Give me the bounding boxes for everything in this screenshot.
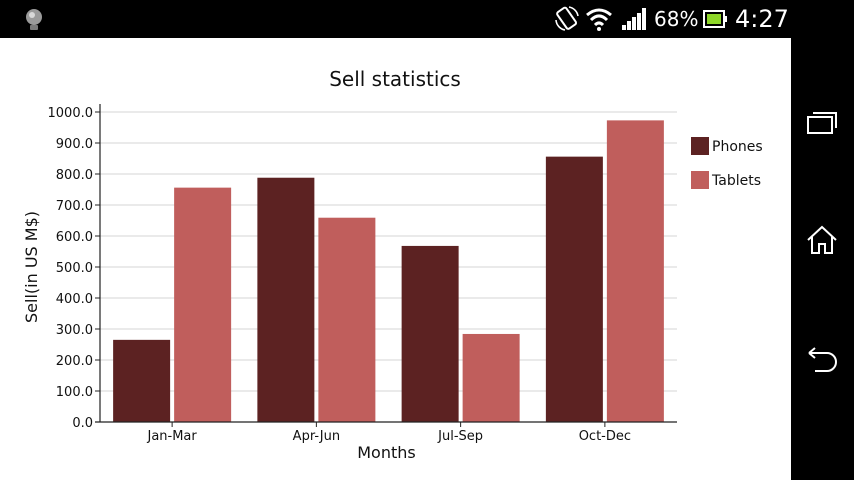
chart-title: Sell statistics bbox=[329, 67, 461, 91]
notification-bulb-icon[interactable] bbox=[22, 7, 46, 33]
y-tick-label: 0.0 bbox=[72, 416, 93, 431]
bar-phones-jul-sep bbox=[401, 245, 459, 422]
y-tick-label: 100.0 bbox=[56, 385, 93, 400]
x-tick-label: Oct-Dec bbox=[579, 429, 631, 444]
y-tick-label: 700.0 bbox=[56, 199, 93, 214]
legend-swatch-tablets bbox=[691, 171, 709, 189]
back-icon[interactable] bbox=[805, 345, 839, 379]
home-icon[interactable] bbox=[805, 223, 839, 257]
legend-swatch-phones bbox=[691, 137, 709, 155]
bar-tablets-oct-dec bbox=[606, 120, 664, 423]
x-tick-label: Jul-Sep bbox=[437, 429, 483, 444]
battery-charging-icon bbox=[703, 10, 727, 28]
rotation-lock-icon bbox=[555, 6, 579, 31]
cell-signal-icon bbox=[622, 8, 646, 30]
y-tick-label: 600.0 bbox=[56, 230, 93, 245]
x-tick-label: Apr-Jun bbox=[293, 429, 340, 444]
battery-percent: 68% bbox=[654, 7, 699, 31]
recent-apps-icon[interactable] bbox=[805, 106, 839, 140]
y-tick-label: 400.0 bbox=[56, 292, 93, 307]
bar-tablets-jan-mar bbox=[174, 187, 232, 422]
navigation-bar bbox=[791, 0, 854, 480]
bar-tablets-apr-jun bbox=[318, 217, 376, 422]
bar-phones-jan-mar bbox=[113, 339, 171, 422]
y-tick-label: 900.0 bbox=[56, 137, 93, 152]
x-tick-label: Jan-Mar bbox=[146, 429, 197, 444]
chart-area: Sell statistics 0.0 100.0 200.0 300.0 400.0 50… bbox=[0, 38, 791, 480]
y-tick-label: 800.0 bbox=[56, 168, 93, 183]
wifi-icon bbox=[586, 8, 612, 31]
y-tick-label: 200.0 bbox=[56, 354, 93, 369]
y-tick-label: 1000.0 bbox=[48, 106, 94, 121]
bar-tablets-jul-sep bbox=[462, 333, 520, 422]
y-tick-label: 300.0 bbox=[56, 323, 93, 338]
status-bar: 68% 4:27 bbox=[0, 0, 791, 38]
x-axis-label: Months bbox=[357, 443, 415, 462]
legend-label-phones: Phones bbox=[712, 139, 763, 155]
bar-phones-apr-jun bbox=[257, 177, 315, 422]
y-tick-label: 500.0 bbox=[56, 261, 93, 276]
clock: 4:27 bbox=[735, 5, 789, 33]
legend-label-tablets: Tablets bbox=[711, 173, 761, 189]
bar-phones-oct-dec bbox=[545, 156, 603, 422]
y-axis-label: Sell(in US M$) bbox=[22, 211, 41, 323]
bar-chart: Sell statistics 0.0 100.0 200.0 300.0 400.0 50… bbox=[22, 67, 763, 462]
